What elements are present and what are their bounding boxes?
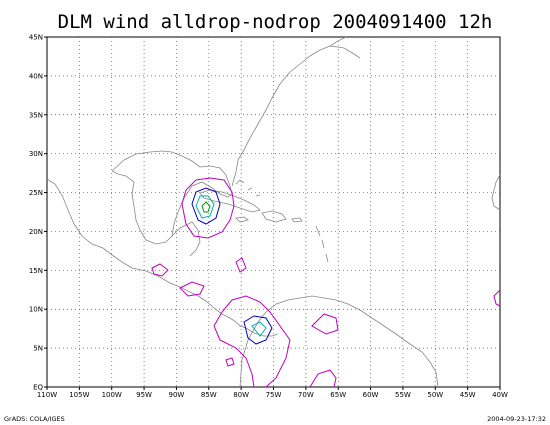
y-tick-label: 40N xyxy=(29,72,43,80)
x-tick-label: 40W xyxy=(492,391,508,399)
x-tick-label: 110W xyxy=(37,391,57,399)
y-tick-label: 30N xyxy=(29,150,43,158)
east-coast xyxy=(231,36,347,187)
cuba xyxy=(199,189,261,213)
gulf-coast xyxy=(111,150,233,245)
contour-magenta-panama xyxy=(213,295,291,388)
y-tick-label: 35N xyxy=(29,111,43,119)
jamaica xyxy=(235,216,249,223)
north-america-coast xyxy=(46,178,279,337)
contour-magenta-pacific xyxy=(225,357,235,367)
y-tick-label: 15N xyxy=(29,267,43,275)
map-title: DLM wind alldrop-nodrop 2004091400 12h xyxy=(58,11,493,33)
x-tick-label: 70W xyxy=(298,391,314,399)
contour-cyan-gulf xyxy=(195,195,215,219)
contour-cyan-panama xyxy=(251,321,267,337)
nova-scotia xyxy=(329,45,361,59)
y-tick-label: 5N xyxy=(33,345,43,353)
x-tick-label: 45W xyxy=(460,391,476,399)
x-tick-label: 55W xyxy=(395,391,411,399)
x-tick-label: 75W xyxy=(266,391,282,399)
lesser-antilles xyxy=(315,225,329,263)
contour-magenta-central xyxy=(235,257,247,273)
contour-magenta-venezuela xyxy=(311,313,339,335)
coastlines xyxy=(46,36,501,388)
x-tick-label: 100W xyxy=(102,391,122,399)
wind-difference-contours xyxy=(151,177,501,388)
south-america-coast xyxy=(239,295,439,388)
contour-blue-panama xyxy=(243,315,273,345)
yucatan-coast xyxy=(171,221,201,257)
contour-magenta-atlantic xyxy=(309,369,337,388)
x-tick-label: 90W xyxy=(169,391,185,399)
x-tick-label: 85W xyxy=(201,391,217,399)
contour-magenta-mexico-1 xyxy=(151,263,169,277)
africa-edge xyxy=(491,174,501,211)
x-tick-label: 105W xyxy=(69,391,89,399)
contour-magenta-gulf xyxy=(181,177,235,239)
puerto-rico xyxy=(291,217,303,223)
contour-blue-gulf xyxy=(191,187,221,225)
contour-magenta-east-edge xyxy=(493,289,501,307)
x-tick-label: 60W xyxy=(363,391,379,399)
x-axis-labels: 110W 105W 100W 95W 90W 85W 80W 75W 70W 65W 60W 55W 5… xyxy=(37,391,508,399)
grid-lines xyxy=(44,36,501,390)
x-tick-label: 80W xyxy=(233,391,249,399)
footer-left: GrADS: COLA/IGES xyxy=(4,415,65,423)
bahamas xyxy=(235,179,261,197)
y-tick-label: 20N xyxy=(29,228,43,236)
x-tick-label: 65W xyxy=(330,391,346,399)
contour-green-gulf xyxy=(201,201,211,213)
hispaniola xyxy=(261,210,287,223)
contour-magenta-mexico-2 xyxy=(179,281,205,297)
x-tick-label: 95W xyxy=(136,391,152,399)
y-axis-labels: EQ 5N 10N 15N 20N 25N 30N 35N 40N 45N xyxy=(29,34,44,392)
y-tick-label: 45N xyxy=(29,34,43,42)
x-tick-label: 50W xyxy=(427,391,443,399)
y-tick-label: 25N xyxy=(29,189,43,197)
footer-right: 2004-09-23-17:32 xyxy=(487,415,546,423)
y-tick-label: EQ xyxy=(33,384,43,392)
y-tick-label: 10N xyxy=(29,306,43,314)
